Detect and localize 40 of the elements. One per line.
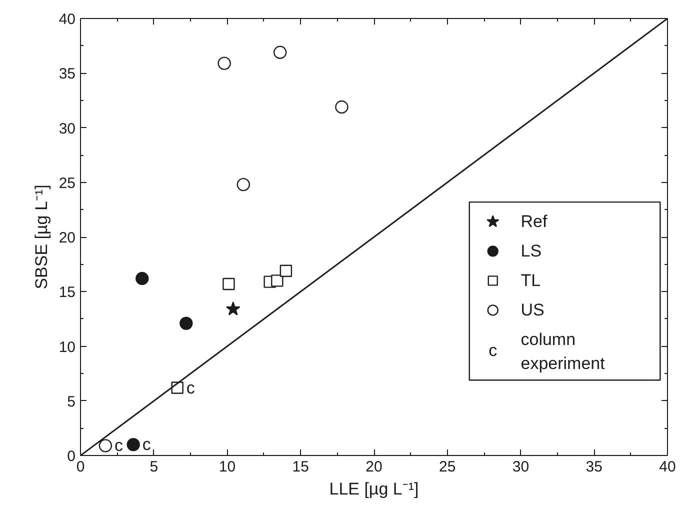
point [222, 278, 235, 290]
point [280, 264, 292, 277]
x-tick-label: 20 [366, 458, 382, 476]
legend-label: LS [520, 242, 542, 261]
point [98, 439, 112, 452]
point [218, 56, 231, 70]
x-tick-label: 5 [150, 458, 158, 476]
y-tick-label: 40 [58, 11, 76, 28]
y-tick-label: 5 [67, 393, 76, 410]
annotation: c [142, 435, 152, 454]
annotation: c [186, 378, 196, 398]
point [273, 46, 287, 59]
point [180, 316, 193, 330]
x-tick-label: 35 [586, 458, 602, 476]
legend-label: Ref [520, 212, 548, 232]
x-tick-label: 25 [439, 458, 456, 476]
y-axis-title: SBSE [µg L⁻¹] [32, 184, 51, 290]
point [335, 100, 348, 114]
legend-label: US [520, 300, 544, 320]
annotation: column experiment [520, 330, 606, 374]
point [236, 178, 250, 192]
point [226, 302, 240, 316]
x-tick-label: 10 [218, 458, 236, 476]
y-tick-label: 15 [58, 284, 76, 302]
point [136, 272, 149, 286]
text: c [488, 341, 498, 360]
y-tick-label: 30 [58, 120, 76, 138]
y-tick-label: 10 [58, 338, 76, 356]
y-tick-label: 35 [58, 66, 76, 83]
legend-label: TL [520, 271, 541, 290]
x-tick-label: 40 [659, 458, 676, 476]
annotation: c [114, 436, 124, 456]
x-tick-label: 30 [512, 458, 530, 476]
point [271, 274, 284, 287]
y-tick-label: 20 [58, 230, 76, 246]
x-tick-label: 15 [292, 458, 309, 476]
x-axis-title: LLE [µg L⁻¹] [329, 480, 419, 498]
y-tick-label: 25 [58, 174, 76, 192]
y-tick-label: 0 [67, 448, 76, 465]
point [126, 438, 140, 452]
